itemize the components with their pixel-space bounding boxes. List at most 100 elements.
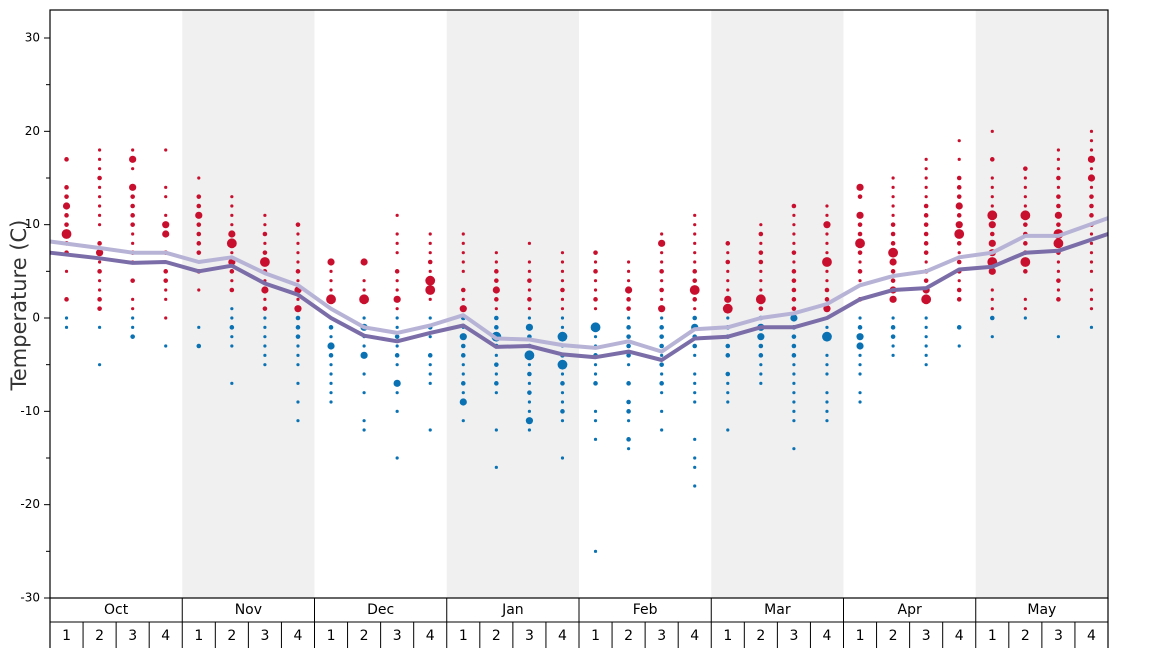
- cold-dot: [460, 343, 466, 349]
- cold-dot: [659, 381, 664, 386]
- warm-dot: [527, 278, 532, 283]
- warm-dot: [693, 223, 697, 227]
- warm-dot: [955, 202, 963, 210]
- warm-dot: [295, 269, 301, 274]
- cold-dot: [296, 363, 300, 367]
- warm-dot: [427, 259, 433, 265]
- week-label: 1: [194, 628, 203, 644]
- y-tick-label: 20: [25, 124, 40, 138]
- warm-dot: [593, 307, 598, 311]
- warm-dot: [131, 148, 135, 152]
- cold-dot: [527, 371, 532, 377]
- warm-dot: [891, 204, 895, 208]
- cold-dot: [1023, 316, 1027, 320]
- series-lines: [49, 216, 1109, 362]
- week-label: 1: [591, 628, 600, 644]
- week-label: 2: [492, 628, 501, 644]
- warm-dot: [593, 297, 598, 302]
- cold-dot: [825, 363, 829, 367]
- warm-dot: [791, 306, 797, 311]
- warm-dot: [759, 223, 763, 227]
- cold-dot: [395, 363, 399, 367]
- cold-dot: [394, 353, 400, 358]
- cold-dot: [360, 351, 368, 359]
- warm-dot: [1056, 297, 1061, 302]
- cold-dot: [660, 391, 664, 395]
- cold-dot: [725, 353, 731, 358]
- warm-dot: [164, 148, 168, 152]
- warm-dot: [261, 286, 269, 294]
- cold-dot: [395, 344, 399, 348]
- warm-dot: [725, 241, 731, 246]
- warm-dot: [857, 269, 863, 274]
- cold-dot: [626, 325, 631, 330]
- cold-dot: [329, 335, 333, 339]
- week-label: 3: [789, 628, 798, 644]
- week-label: 2: [227, 628, 236, 644]
- warm-dot: [1089, 288, 1094, 292]
- warm-dot: [988, 267, 996, 275]
- warm-dot: [593, 288, 598, 292]
- warm-dot: [1089, 129, 1094, 133]
- cold-dot: [759, 372, 763, 376]
- warm-dot: [226, 238, 237, 249]
- warm-dot: [97, 279, 102, 283]
- week-label: 4: [1087, 628, 1096, 644]
- warm-dot: [1089, 307, 1094, 311]
- warm-dot: [362, 288, 366, 292]
- warm-dot: [97, 175, 102, 181]
- cold-dot: [891, 353, 895, 357]
- warm-dot: [791, 269, 797, 274]
- warm-dot: [1023, 269, 1028, 274]
- warm-dot: [726, 269, 730, 273]
- cold-dot: [527, 381, 532, 385]
- warm-dot: [1023, 241, 1028, 246]
- warm-dot: [296, 232, 300, 236]
- warm-dot: [296, 260, 300, 264]
- warm-dot: [1089, 167, 1094, 171]
- warm-dot: [230, 195, 234, 199]
- cold-dot: [527, 428, 532, 432]
- cold-dot: [758, 353, 764, 358]
- warm-dot: [394, 269, 400, 274]
- warm-dot: [626, 306, 631, 311]
- cold-dot: [590, 322, 601, 333]
- warm-dot: [1089, 241, 1094, 245]
- cold-dot: [229, 325, 235, 330]
- cold-dot: [659, 334, 664, 339]
- warm-dot: [1054, 211, 1063, 219]
- cold-dot: [263, 353, 267, 357]
- warm-dot: [758, 259, 764, 265]
- warm-dot: [97, 185, 102, 189]
- warm-dot: [163, 269, 169, 274]
- warm-dot: [990, 176, 994, 180]
- warm-dot: [758, 306, 764, 311]
- warm-dot: [263, 297, 267, 301]
- cold-dot: [130, 334, 135, 339]
- warm-dot: [296, 279, 300, 283]
- cold-dot: [1089, 325, 1094, 329]
- cold-dot: [393, 379, 401, 387]
- cold-dot: [131, 316, 135, 320]
- cold-dot: [329, 372, 333, 376]
- warm-dot: [196, 222, 202, 227]
- cold-dot: [856, 333, 864, 341]
- y-ticks: 30 20 10 0 -10 -20 -30: [20, 31, 50, 605]
- cold-dot: [858, 391, 862, 395]
- y-tick-label: 0: [32, 311, 40, 325]
- cold-dot: [593, 381, 598, 386]
- cold-dot: [560, 381, 565, 386]
- cold-dot: [626, 381, 631, 386]
- warm-dot: [924, 167, 928, 171]
- cold-dot: [328, 353, 334, 358]
- cold-dot: [230, 335, 234, 339]
- cold-dot: [64, 325, 69, 329]
- warm-dot: [858, 279, 862, 283]
- cold-dot: [494, 391, 498, 395]
- warm-dot: [990, 307, 994, 311]
- month-label: Jan: [501, 602, 524, 618]
- cold-dot: [494, 362, 499, 367]
- warm-dot: [230, 279, 234, 283]
- warm-dot: [759, 288, 763, 292]
- week-label: 3: [260, 628, 269, 644]
